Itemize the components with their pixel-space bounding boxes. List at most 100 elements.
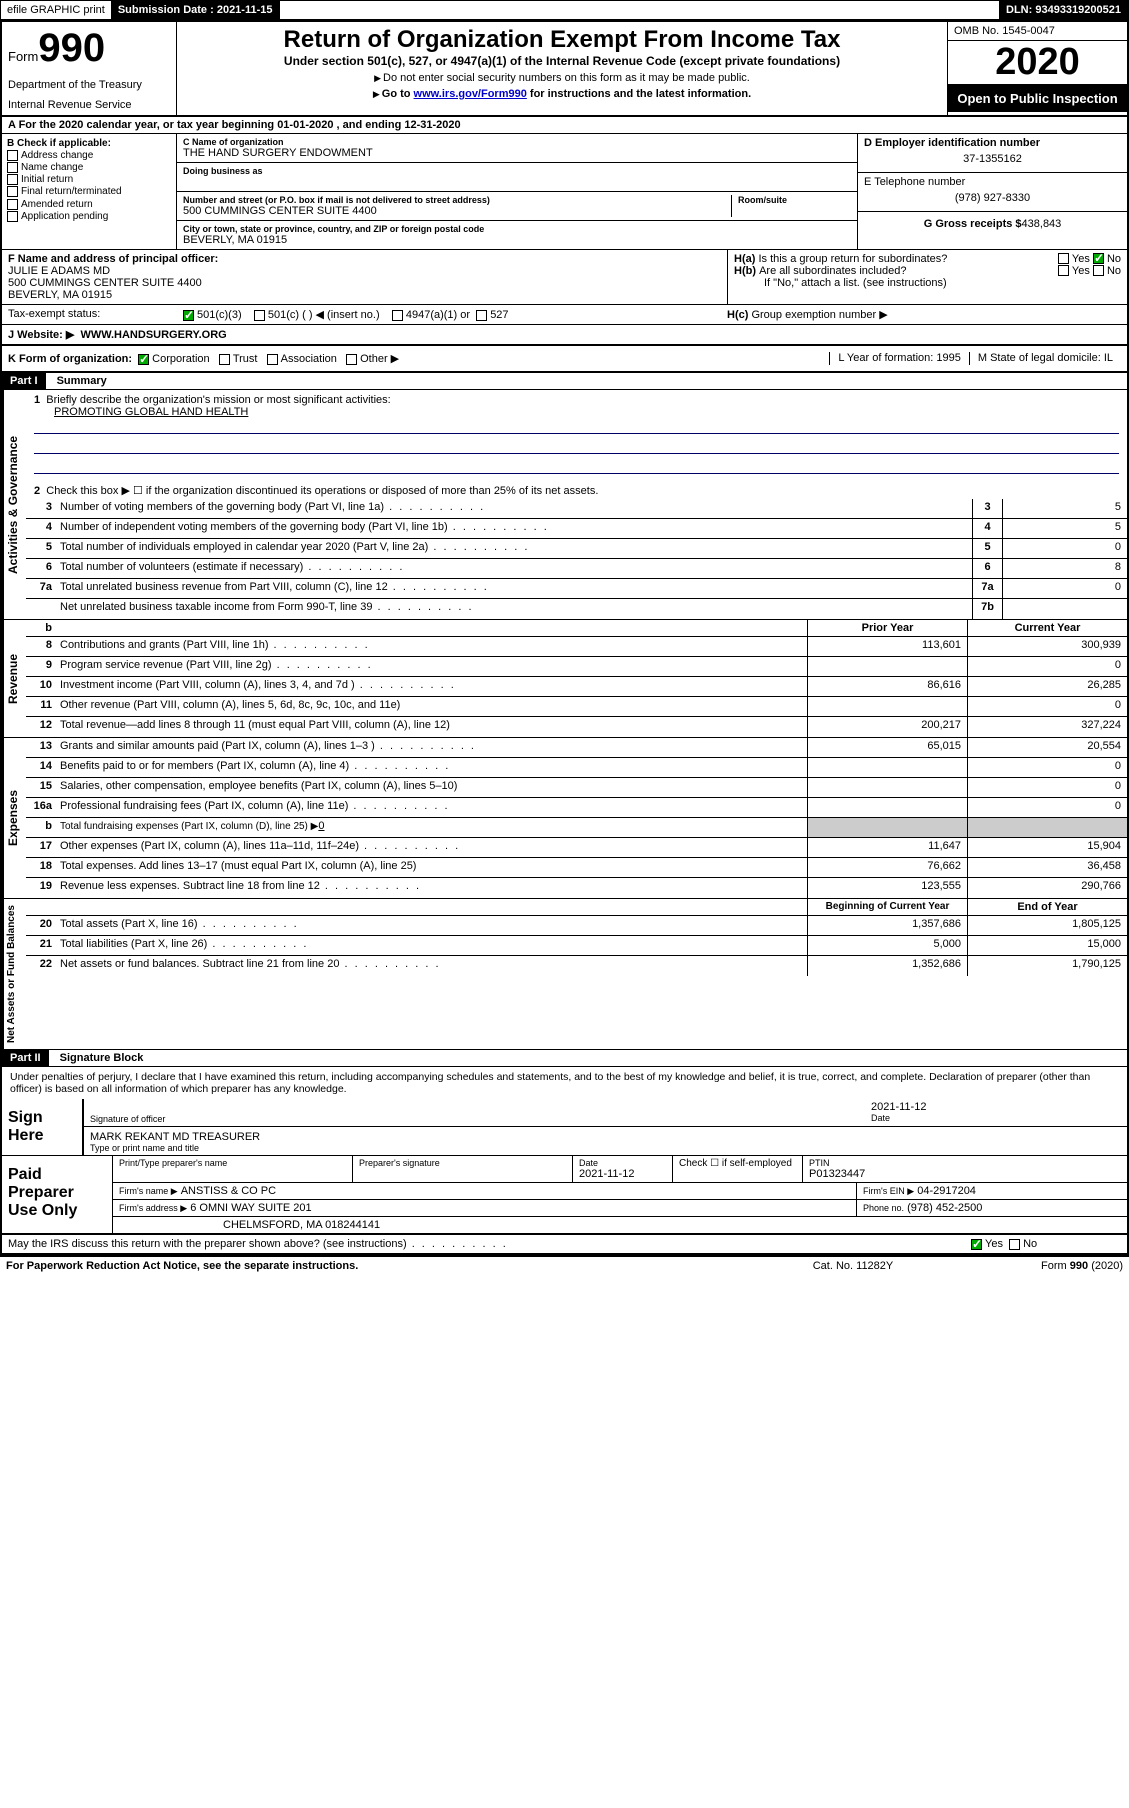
firm-name: ANSTISS & CO PC xyxy=(181,1185,276,1197)
perjury-text: Under penalties of perjury, I declare th… xyxy=(2,1067,1127,1099)
phone-value: (978) 927-8330 xyxy=(864,188,1121,208)
line12: Total revenue—add lines 8 through 11 (mu… xyxy=(56,717,807,737)
dept-irs: Internal Revenue Service xyxy=(8,99,170,111)
ein-value: 37-1355162 xyxy=(864,149,1121,169)
tax-year: 2020 xyxy=(948,41,1127,85)
form-number-cell: Form990 Department of the Treasury Inter… xyxy=(2,22,177,115)
val4: 5 xyxy=(1002,519,1127,538)
chk-501c3[interactable]: 501(c)(3) xyxy=(197,309,242,321)
chk-amended[interactable]: Amended return xyxy=(21,199,93,210)
val3: 5 xyxy=(1002,499,1127,518)
dba-label: Doing business as xyxy=(183,166,851,176)
city-label: City or town, state or province, country… xyxy=(183,224,851,234)
net-assets-section: Net Assets or Fund Balances Beginning of… xyxy=(2,898,1127,1049)
irs-link[interactable]: www.irs.gov/Form990 xyxy=(414,88,527,100)
line14: Benefits paid to or for members (Part IX… xyxy=(56,758,807,777)
paid-label: Paid Preparer Use Only xyxy=(2,1156,112,1233)
line17: Other expenses (Part IX, column (A), lin… xyxy=(56,838,807,857)
hc-text: Group exemption number ▶ xyxy=(751,309,887,321)
line20: Total assets (Part X, line 16) xyxy=(56,916,807,935)
part1-title: Summary xyxy=(49,375,107,387)
website-url[interactable]: WWW.HANDSURGERY.ORG xyxy=(80,329,226,341)
firm-ein: 04-2917204 xyxy=(917,1185,976,1197)
tax-status-row: Tax-exempt status: 501(c)(3) 501(c) ( ) … xyxy=(2,305,1127,325)
prep-sig-header: Preparer's signature xyxy=(359,1158,566,1168)
chk-4947[interactable]: 4947(a)(1) or xyxy=(406,309,470,321)
chk-trust[interactable]: Trust xyxy=(233,353,258,365)
l-year: L Year of formation: 1995 xyxy=(829,352,969,365)
f-label: F Name and address of principal officer: xyxy=(8,253,218,265)
officer-addr1: 500 CUMMINGS CENTER SUITE 4400 xyxy=(8,277,721,289)
line7a: Total unrelated business revenue from Pa… xyxy=(56,579,972,598)
section-b-c-d: B Check if applicable: Address change Na… xyxy=(2,134,1127,250)
firm-addr: 6 OMNI WAY SUITE 201 xyxy=(190,1202,311,1214)
revenue-section: Revenue bPrior YearCurrent Year 8Contrib… xyxy=(2,619,1127,737)
org-name: THE HAND SURGERY ENDOWMENT xyxy=(183,147,851,159)
subtitle: Under section 501(c), 527, or 4947(a)(1)… xyxy=(181,54,943,68)
form-number: 990 xyxy=(38,26,105,70)
f-h-row: F Name and address of principal officer:… xyxy=(2,250,1127,305)
title-cell: Return of Organization Exempt From Incom… xyxy=(177,22,947,115)
cat-number: Cat. No. 11282Y xyxy=(763,1260,943,1272)
f-section: F Name and address of principal officer:… xyxy=(2,250,727,304)
chk-assoc[interactable]: Association xyxy=(281,353,337,365)
expenses-section: Expenses 13Grants and similar amounts pa… xyxy=(2,737,1127,898)
addr-label: Number and street (or P.O. box if mail i… xyxy=(183,195,731,205)
end-year-header: End of Year xyxy=(967,899,1127,915)
officer-name: JULIE E ADAMS MD xyxy=(8,265,721,277)
dept-treasury: Department of the Treasury xyxy=(8,79,170,91)
dln: DLN: 93493319200521 xyxy=(999,1,1128,19)
line1-text: Briefly describe the organization's miss… xyxy=(46,394,390,406)
line18: Total expenses. Add lines 13–17 (must eq… xyxy=(56,858,807,877)
room-label: Room/suite xyxy=(738,195,851,205)
chk-other[interactable]: Other ▶ xyxy=(360,353,399,365)
val7b xyxy=(1002,599,1127,619)
efile-label[interactable]: efile GRAPHIC print xyxy=(1,1,112,19)
chk-initial[interactable]: Initial return xyxy=(21,174,73,185)
chk-501c[interactable]: 501(c) ( ) ◀ (insert no.) xyxy=(268,309,380,321)
tax-label: Tax-exempt status: xyxy=(8,308,100,320)
footer-notice: For Paperwork Reduction Act Notice, see … xyxy=(6,1260,763,1272)
chk-name[interactable]: Name change xyxy=(21,162,83,173)
line5: Total number of individuals employed in … xyxy=(56,539,972,558)
prep-name-header: Print/Type preparer's name xyxy=(119,1158,346,1168)
paid-preparer-row: Paid Preparer Use Only Print/Type prepar… xyxy=(2,1156,1127,1235)
chk-address[interactable]: Address change xyxy=(21,150,93,161)
line7b: Net unrelated business taxable income fr… xyxy=(56,599,972,619)
sign-here-row: Sign Here Signature of officer 2021-11-1… xyxy=(2,1099,1127,1156)
form-ref: Form 990 (2020) xyxy=(943,1260,1123,1272)
b-header: B Check if applicable: xyxy=(7,138,111,149)
firm-phone: (978) 452-2500 xyxy=(907,1202,982,1214)
chk-corp[interactable]: Corporation xyxy=(152,353,209,365)
line15: Salaries, other compensation, employee b… xyxy=(56,778,807,797)
line16b: Total fundraising expenses (Part IX, col… xyxy=(56,818,807,837)
chk-final[interactable]: Final return/terminated xyxy=(21,187,122,198)
part2-title: Signature Block xyxy=(52,1052,144,1064)
prep-date: 2021-11-12 xyxy=(579,1168,666,1180)
line19: Revenue less expenses. Subtract line 18 … xyxy=(56,878,807,898)
discuss-row: May the IRS discuss this return with the… xyxy=(2,1235,1127,1255)
k-row: K Form of organization: Corporation Trus… xyxy=(2,346,1127,373)
top-bar: efile GRAPHIC print Submission Date : 20… xyxy=(0,0,1129,20)
signer-name: MARK REKANT MD TREASURER xyxy=(90,1131,1121,1143)
sig-officer-label: Signature of officer xyxy=(90,1114,871,1124)
side-net: Net Assets or Fund Balances xyxy=(2,899,26,1049)
side-revenue: Revenue xyxy=(2,620,26,737)
val7a: 0 xyxy=(1002,579,1127,598)
part2-tag: Part II xyxy=(2,1050,49,1066)
part2-header: Part II Signature Block xyxy=(2,1049,1127,1067)
header-row: Form990 Department of the Treasury Inter… xyxy=(2,22,1127,117)
line6: Total number of volunteers (estimate if … xyxy=(56,559,972,578)
city-state-zip: BEVERLY, MA 01915 xyxy=(183,234,851,246)
governance-section: Activities & Governance 1 Briefly descri… xyxy=(2,390,1127,619)
self-employed[interactable]: Check ☐ if self-employed xyxy=(679,1158,796,1169)
officer-addr2: BEVERLY, MA 01915 xyxy=(8,289,721,301)
submission-date[interactable]: Submission Date : 2021-11-15 xyxy=(112,1,280,19)
chk-527[interactable]: 527 xyxy=(490,309,508,321)
b-column: B Check if applicable: Address change Na… xyxy=(2,134,177,249)
h-section: H(a) Is this a group return for subordin… xyxy=(727,250,1127,304)
side-expenses: Expenses xyxy=(2,738,26,898)
part1-tag: Part I xyxy=(2,373,46,389)
begin-year-header: Beginning of Current Year xyxy=(807,899,967,915)
chk-pending[interactable]: Application pending xyxy=(21,211,108,222)
